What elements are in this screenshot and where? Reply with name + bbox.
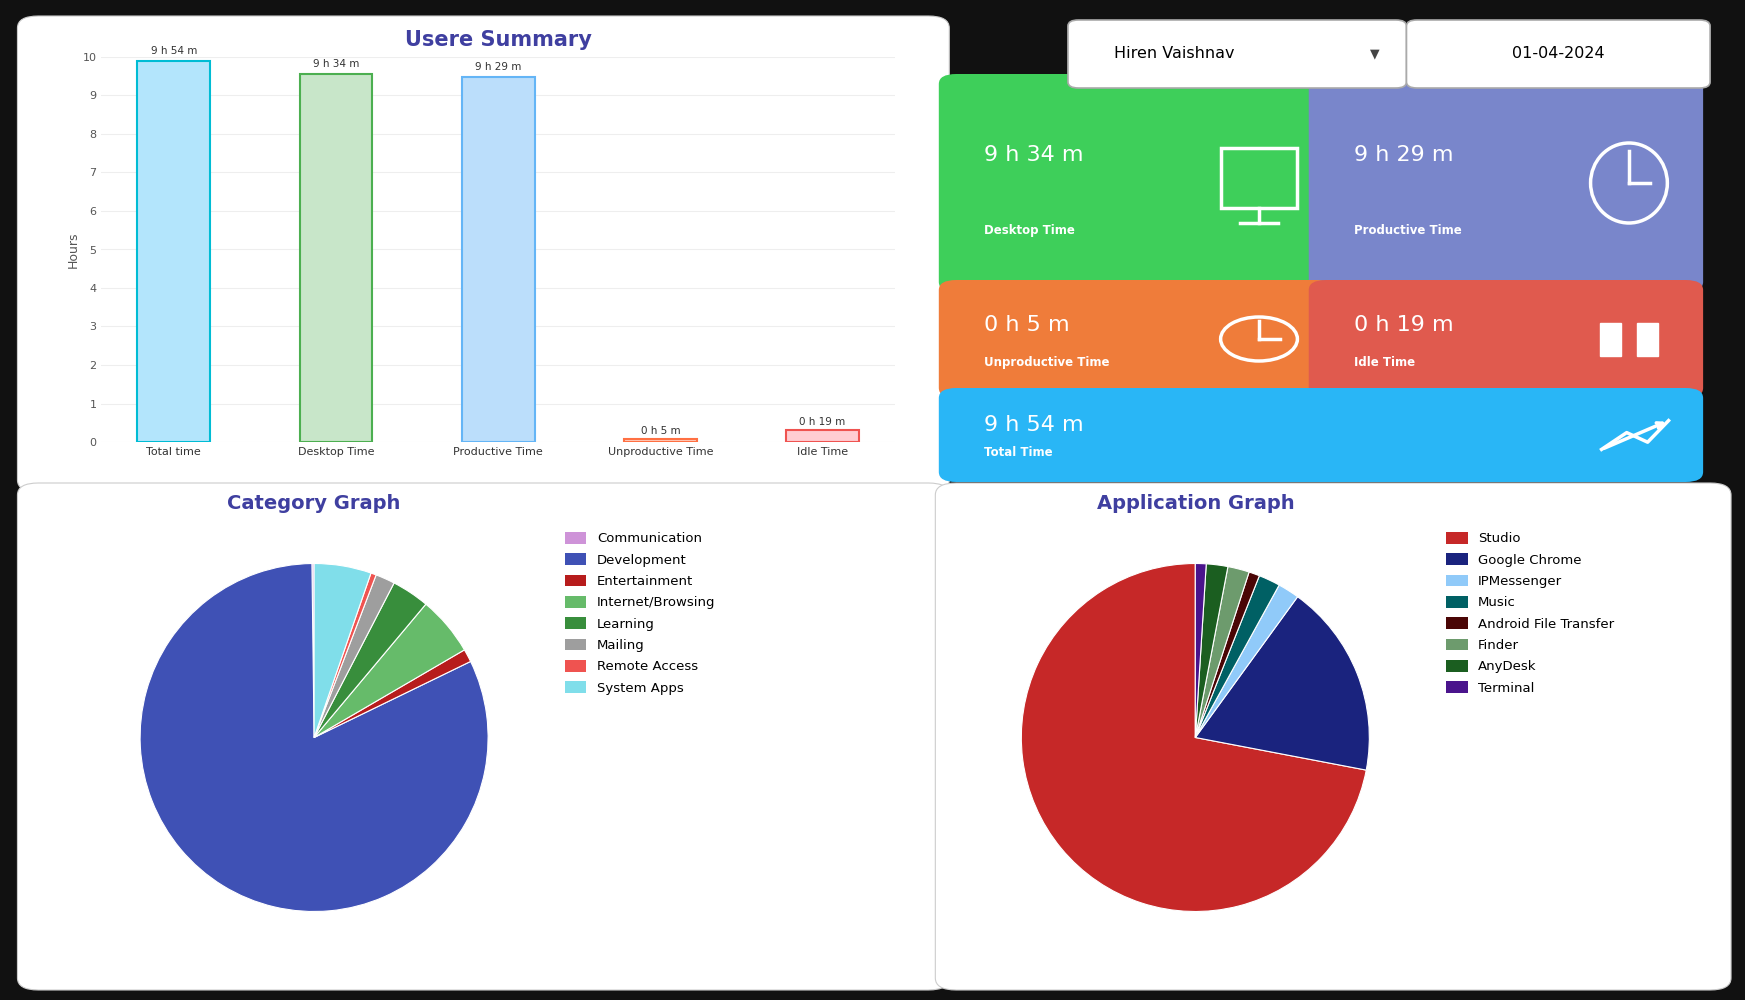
Text: Productive Time: Productive Time — [1354, 224, 1462, 237]
Text: 9 h 54 m: 9 h 54 m — [984, 415, 1084, 435]
Text: 9 h 34 m: 9 h 34 m — [984, 145, 1084, 165]
Text: Unproductive Time: Unproductive Time — [984, 356, 1110, 369]
Bar — [1600, 322, 1621, 356]
Wedge shape — [314, 583, 426, 738]
Legend: Communication, Development, Entertainment, Internet/Browsing, Learning, Mailing,: Communication, Development, Entertainmen… — [560, 527, 721, 700]
Bar — [785, 430, 859, 442]
Title: Category Graph: Category Graph — [227, 494, 401, 513]
Title: Usere Summary: Usere Summary — [405, 30, 592, 50]
Legend: Studio, Google Chrome, IPMessenger, Music, Android File Transfer, Finder, AnyDes: Studio, Google Chrome, IPMessenger, Musi… — [1441, 527, 1619, 700]
Text: 01-04-2024: 01-04-2024 — [1511, 46, 1605, 62]
Wedge shape — [312, 564, 314, 738]
Wedge shape — [314, 604, 464, 738]
Wedge shape — [314, 575, 394, 738]
Text: 0 h 19 m: 0 h 19 m — [799, 417, 846, 427]
Text: 0 h 19 m: 0 h 19 m — [1354, 315, 1454, 335]
Bar — [462, 77, 534, 442]
Bar — [625, 439, 696, 442]
Bar — [138, 61, 211, 442]
Wedge shape — [1195, 576, 1279, 738]
Y-axis label: Hours: Hours — [66, 231, 80, 268]
Wedge shape — [140, 564, 489, 911]
Bar — [300, 74, 372, 442]
Wedge shape — [1021, 564, 1366, 911]
Text: Hiren Vaishnav: Hiren Vaishnav — [1113, 46, 1235, 62]
Text: Idle Time: Idle Time — [1354, 356, 1415, 369]
Title: Application Graph: Application Graph — [1096, 494, 1295, 513]
Text: 9 h 29 m: 9 h 29 m — [1354, 145, 1454, 165]
Bar — [1637, 322, 1658, 356]
Text: 0 h 5 m: 0 h 5 m — [984, 315, 1070, 335]
Text: Total Time: Total Time — [984, 446, 1052, 459]
Text: 9 h 34 m: 9 h 34 m — [312, 59, 359, 69]
Text: ▼: ▼ — [1370, 47, 1380, 60]
Wedge shape — [1195, 585, 1298, 738]
Wedge shape — [1195, 572, 1260, 738]
Wedge shape — [314, 564, 372, 738]
Wedge shape — [1195, 597, 1370, 770]
Wedge shape — [1195, 564, 1228, 738]
Text: Desktop Time: Desktop Time — [984, 224, 1075, 237]
Wedge shape — [1195, 567, 1249, 738]
Wedge shape — [1195, 564, 1206, 738]
Wedge shape — [314, 573, 377, 738]
Text: 9 h 54 m: 9 h 54 m — [150, 46, 197, 56]
Text: 9 h 29 m: 9 h 29 m — [475, 62, 522, 72]
Wedge shape — [314, 650, 471, 738]
Text: 0 h 5 m: 0 h 5 m — [640, 426, 681, 436]
